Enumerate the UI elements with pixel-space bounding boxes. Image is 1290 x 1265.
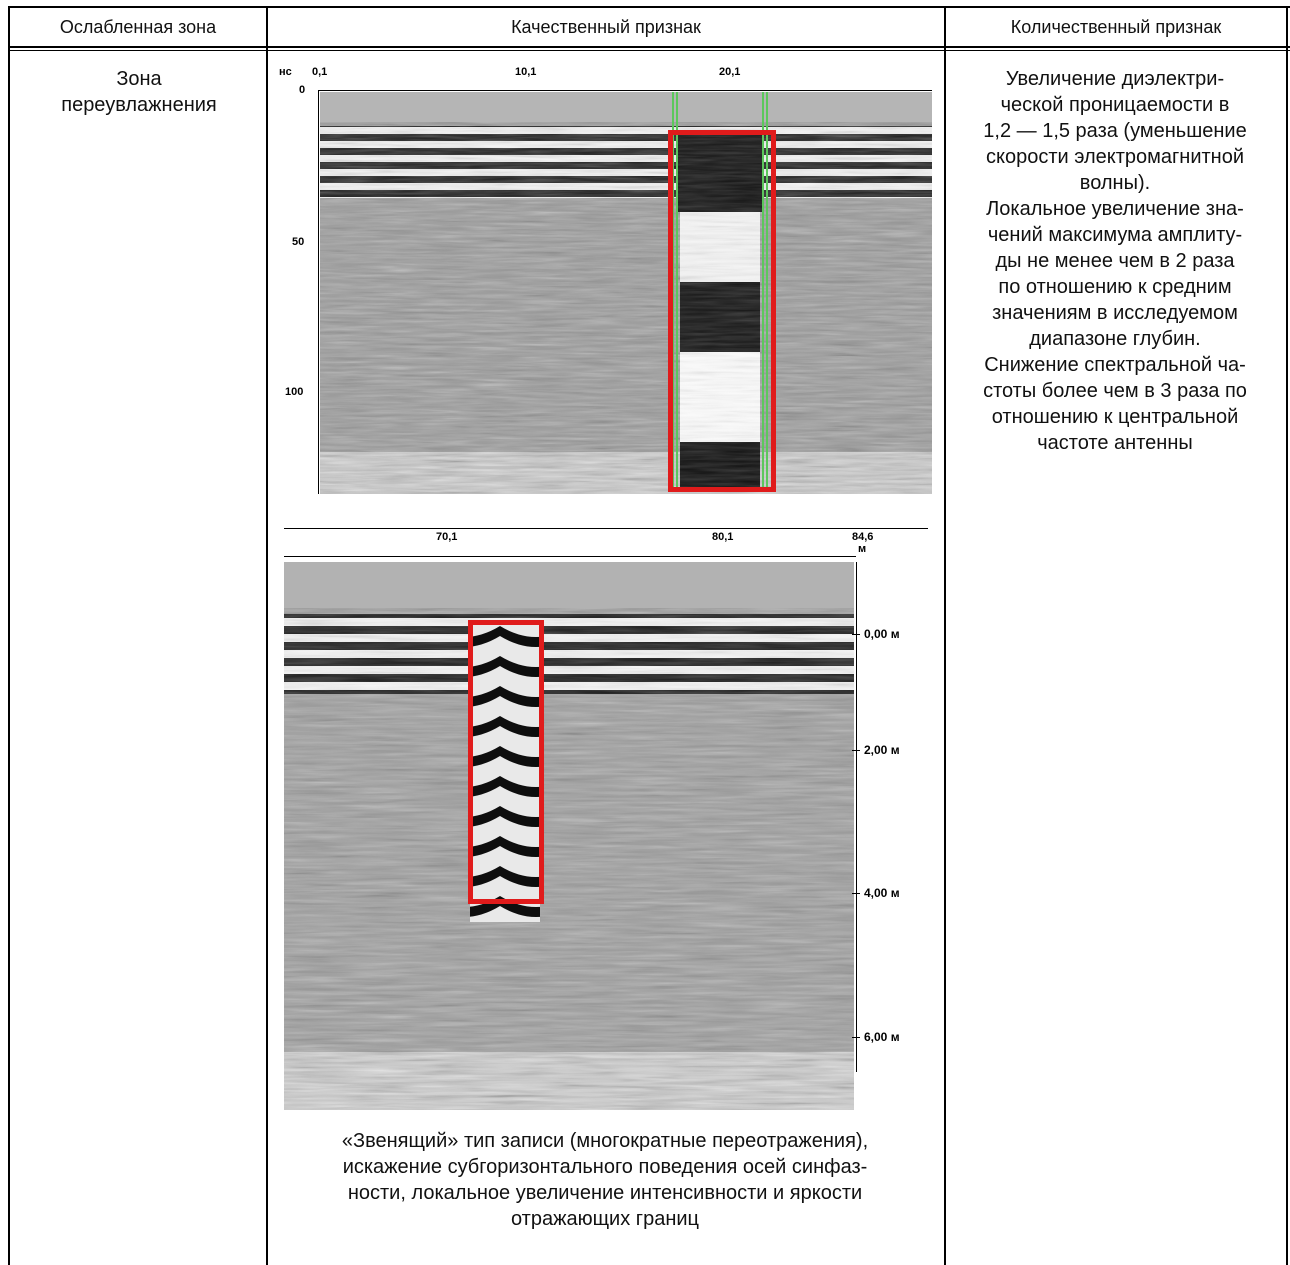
radargram2-depth-tick bbox=[852, 893, 860, 894]
radargram1-x-tick-label: 0,1 bbox=[312, 66, 328, 78]
radargram2-x-unit: м bbox=[858, 543, 867, 555]
radargram2-image bbox=[284, 562, 854, 1110]
radargram2-depth-label: 0,00 м bbox=[864, 627, 900, 641]
radargram1-marker-line bbox=[672, 92, 674, 492]
radargram1-marker-line bbox=[762, 92, 764, 492]
radargram1-x-tick-label: 20,1 bbox=[719, 66, 741, 78]
header-weakened-zone: Ослабленная зона bbox=[59, 16, 217, 37]
radargram2-depth-label: 6,00 м bbox=[864, 1030, 900, 1044]
radargram2-depth-label: 2,00 м bbox=[864, 743, 900, 757]
radargram2-top-axis bbox=[284, 528, 928, 529]
header-qualitative: Качественный признак bbox=[511, 16, 701, 37]
radargram2-x-tick-label: 70,1 bbox=[436, 531, 458, 543]
radargram1-y-tick-label: 100 bbox=[285, 386, 304, 398]
table-top-border bbox=[8, 6, 1290, 8]
radargram1-unit-label: нс bbox=[279, 66, 292, 78]
radargram1-y-tick-label: 50 bbox=[292, 236, 305, 248]
qualitative-caption: «Звенящий» тип записи (многократные пере… bbox=[341, 1130, 869, 1230]
table-col-divider-2 bbox=[944, 6, 946, 1265]
quantitative-criteria-text: Увеличение диэлектри- ческой проницаемос… bbox=[983, 68, 1247, 454]
radargram1-image bbox=[320, 92, 932, 494]
radargram2-depth-tick bbox=[852, 750, 860, 751]
radargram2-right-axis bbox=[856, 562, 857, 1072]
table-header-divider bbox=[8, 46, 1290, 48]
radargram1-y-tick-label: 0 bbox=[299, 84, 306, 96]
radargram2-highlight-box bbox=[468, 620, 544, 904]
radargram1-marker-line bbox=[676, 92, 678, 492]
radargram2-depth-tick bbox=[852, 1037, 860, 1038]
radargram2-x-tick-label: 80,1 bbox=[712, 531, 734, 543]
table-header-divider-2 bbox=[8, 50, 1290, 51]
radargram1-left-axis bbox=[318, 90, 319, 494]
table-col-divider-1 bbox=[266, 6, 268, 1265]
zone-title: Зона переувлажнения bbox=[61, 68, 217, 116]
radargram1-highlight-box bbox=[668, 130, 776, 492]
radargram2-axis-line bbox=[284, 556, 856, 557]
table-right-border bbox=[1286, 6, 1288, 1265]
radargram1-top-axis bbox=[318, 90, 932, 91]
radargram1-x-tick-label: 10,1 bbox=[515, 66, 537, 78]
radargram1-marker-line bbox=[766, 92, 768, 492]
table-frame bbox=[8, 0, 1290, 1265]
radargram2-x-tick-label: 84,6 bbox=[852, 531, 874, 543]
radargram2-depth-label: 4,00 м bbox=[864, 886, 900, 900]
header-quantitative: Количественный признак bbox=[1010, 16, 1222, 37]
radargram2-depth-tick bbox=[852, 634, 860, 635]
table-left-border bbox=[8, 6, 10, 1265]
